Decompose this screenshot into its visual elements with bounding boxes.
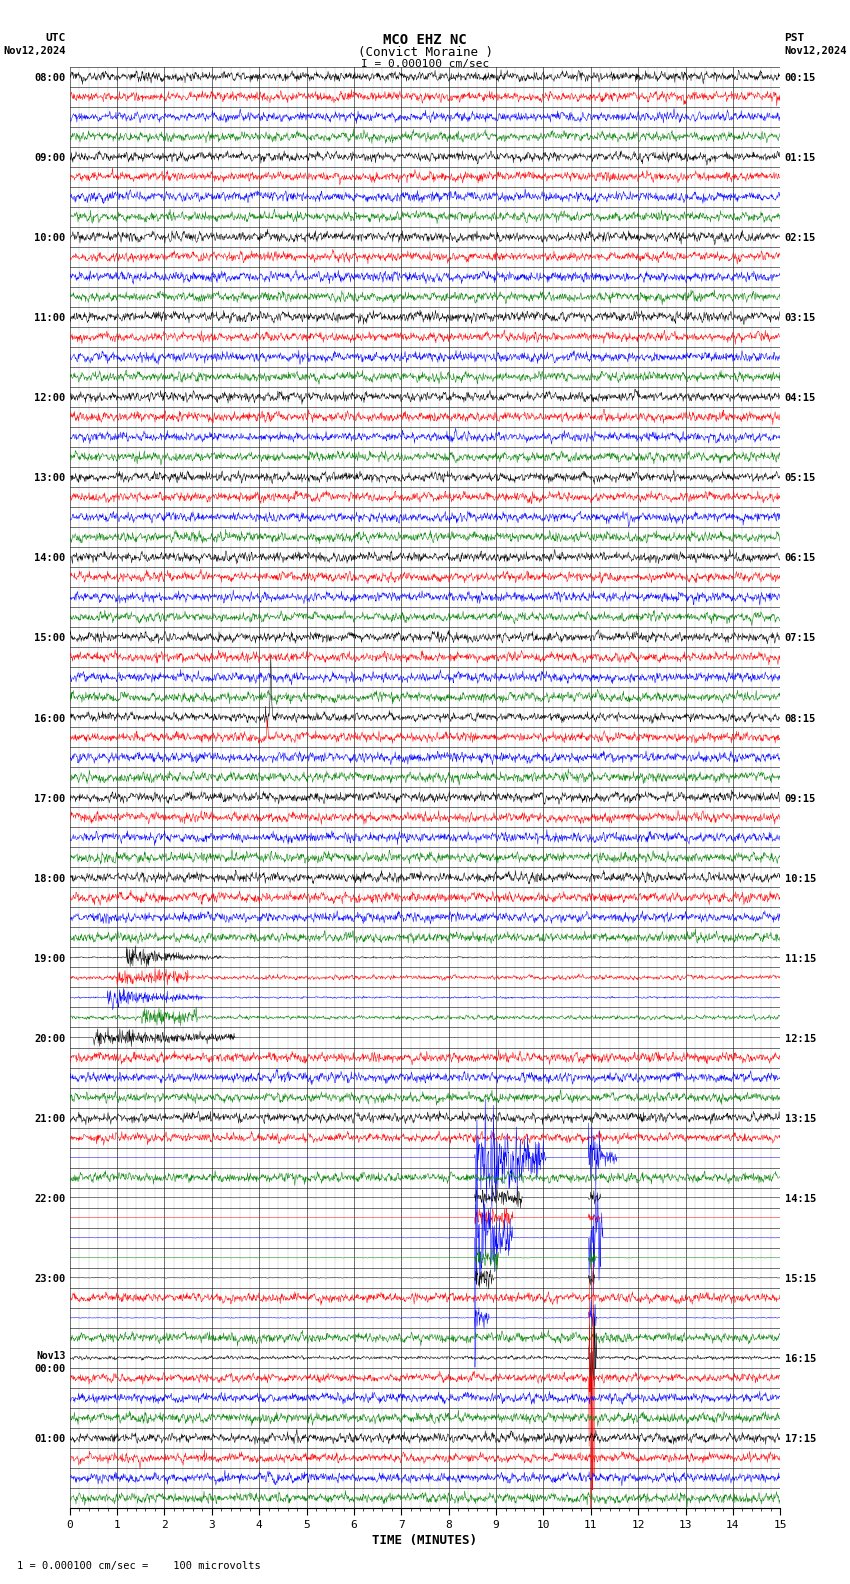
Text: 01:15: 01:15 (785, 154, 816, 163)
Text: 16:00: 16:00 (34, 713, 65, 724)
Text: 13:15: 13:15 (785, 1114, 816, 1125)
Text: 22:00: 22:00 (34, 1194, 65, 1204)
Text: 08:00: 08:00 (34, 73, 65, 82)
Text: 17:15: 17:15 (785, 1434, 816, 1445)
Text: 12:15: 12:15 (785, 1034, 816, 1044)
Text: 04:15: 04:15 (785, 393, 816, 404)
Text: 06:15: 06:15 (785, 553, 816, 564)
Text: 14:15: 14:15 (785, 1194, 816, 1204)
Text: 07:15: 07:15 (785, 634, 816, 643)
X-axis label: TIME (MINUTES): TIME (MINUTES) (372, 1533, 478, 1548)
Text: Nov13: Nov13 (36, 1351, 65, 1361)
Text: 13:00: 13:00 (34, 474, 65, 483)
Text: (Convict Moraine ): (Convict Moraine ) (358, 46, 492, 59)
Text: 16:15: 16:15 (785, 1354, 816, 1364)
Text: Nov12,2024: Nov12,2024 (785, 46, 847, 55)
Text: 03:15: 03:15 (785, 314, 816, 323)
Text: 11:00: 11:00 (34, 314, 65, 323)
Text: 00:00: 00:00 (34, 1364, 65, 1373)
Text: 18:00: 18:00 (34, 874, 65, 884)
Text: 01:00: 01:00 (34, 1434, 65, 1445)
Text: 23:00: 23:00 (34, 1274, 65, 1285)
Text: 1 = 0.000100 cm/sec =    100 microvolts: 1 = 0.000100 cm/sec = 100 microvolts (17, 1562, 261, 1571)
Text: 08:15: 08:15 (785, 713, 816, 724)
Text: 15:15: 15:15 (785, 1274, 816, 1285)
Text: 20:00: 20:00 (34, 1034, 65, 1044)
Text: Nov12,2024: Nov12,2024 (3, 46, 65, 55)
Text: 11:15: 11:15 (785, 954, 816, 963)
Text: 00:15: 00:15 (785, 73, 816, 82)
Text: 10:15: 10:15 (785, 874, 816, 884)
Text: I = 0.000100 cm/sec: I = 0.000100 cm/sec (361, 59, 489, 68)
Text: 05:15: 05:15 (785, 474, 816, 483)
Text: 02:15: 02:15 (785, 233, 816, 242)
Text: PST: PST (785, 33, 805, 43)
Text: UTC: UTC (45, 33, 65, 43)
Text: 10:00: 10:00 (34, 233, 65, 242)
Text: 09:15: 09:15 (785, 794, 816, 803)
Text: 21:00: 21:00 (34, 1114, 65, 1125)
Text: 15:00: 15:00 (34, 634, 65, 643)
Text: 09:00: 09:00 (34, 154, 65, 163)
Text: 14:00: 14:00 (34, 553, 65, 564)
Text: 19:00: 19:00 (34, 954, 65, 963)
Text: 17:00: 17:00 (34, 794, 65, 803)
Text: 12:00: 12:00 (34, 393, 65, 404)
Text: MCO EHZ NC: MCO EHZ NC (383, 33, 467, 48)
